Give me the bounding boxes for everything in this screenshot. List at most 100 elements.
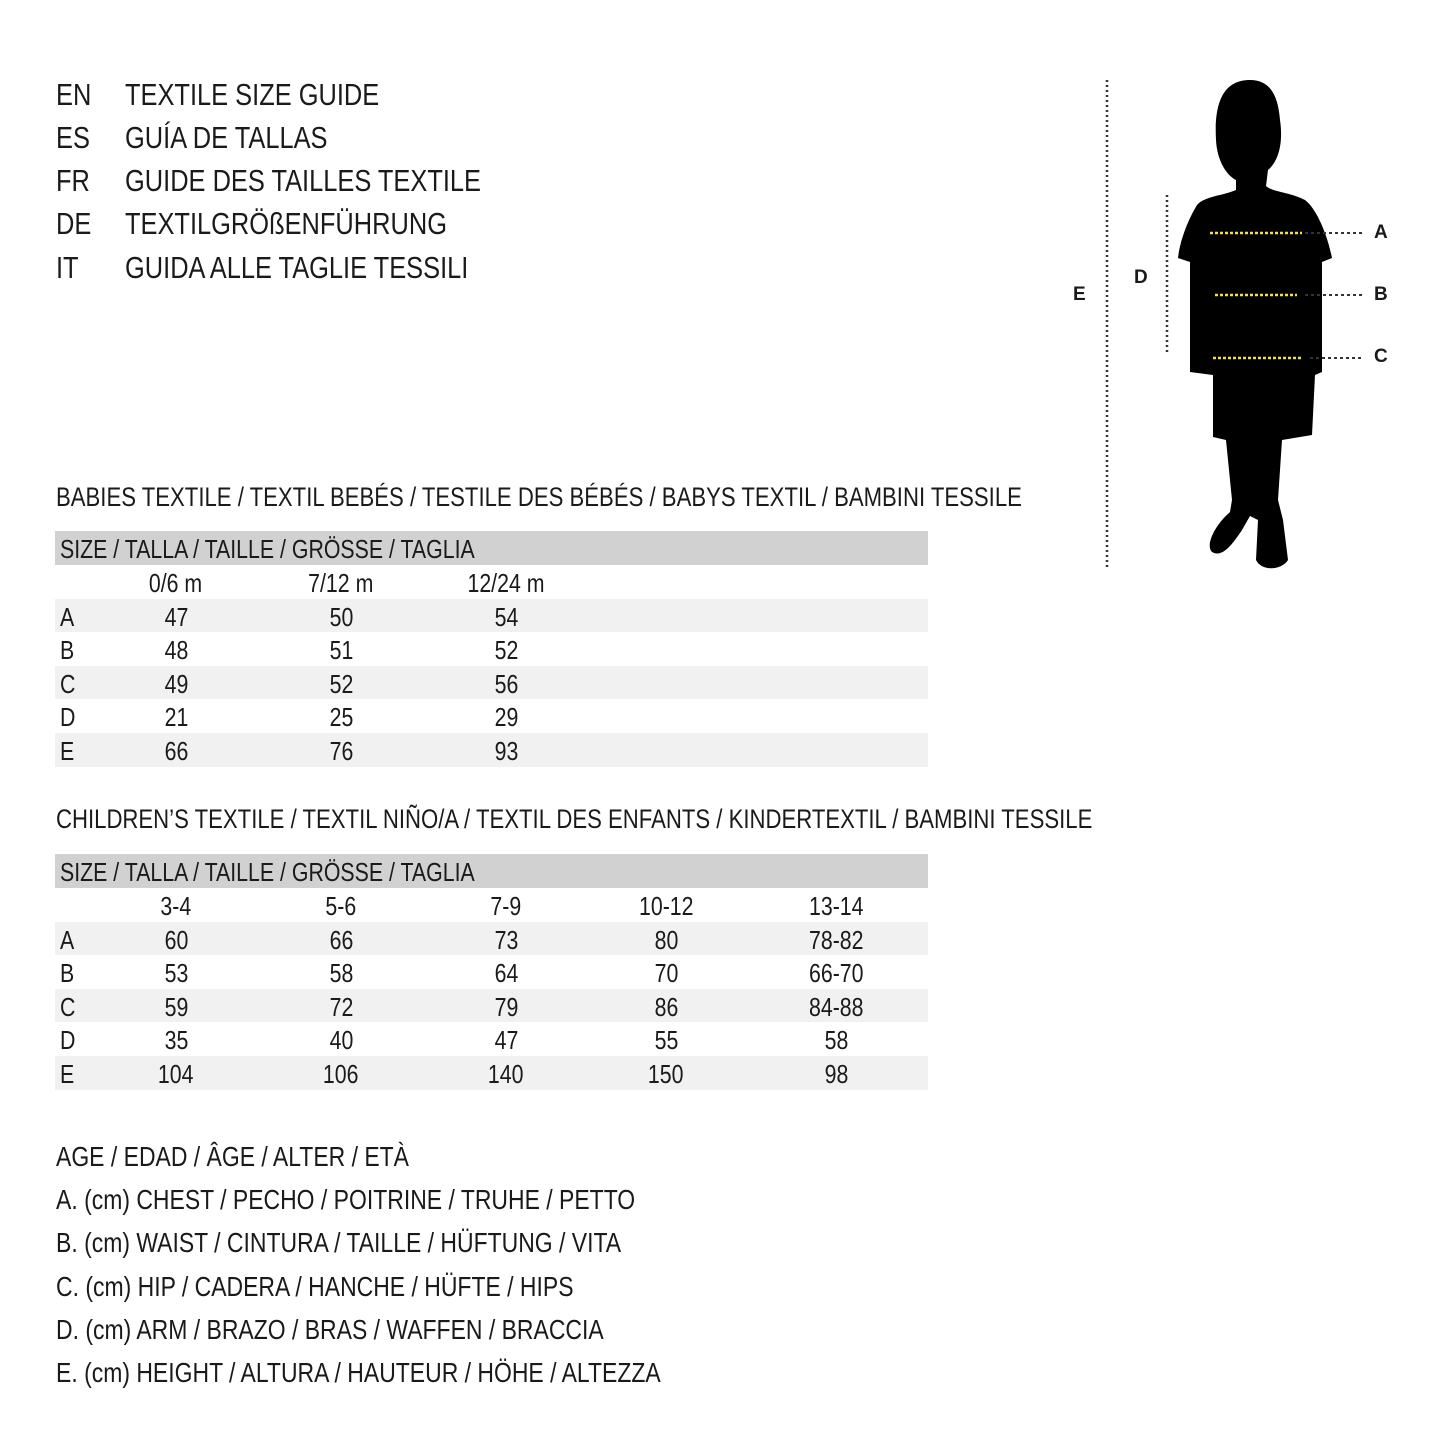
cell-value: 66 (329, 924, 353, 955)
table-cell: 84-88 (776, 989, 896, 1025)
section-title-text: BABIES TEXTILE / TEXTIL BEBÉS / TESTILE … (56, 482, 1022, 512)
row-label: D (60, 1022, 79, 1058)
row-label-text: C (60, 991, 76, 1022)
row-label: B (60, 955, 77, 991)
column-header: 7-9 (446, 888, 566, 924)
row-label: C (60, 989, 79, 1025)
cell-value: 73 (494, 924, 518, 955)
row-label: E (60, 733, 77, 769)
table-cell: 150 (606, 1056, 726, 1092)
legend-text: A. (cm) CHEST / PECHO / POITRINE / TRUHE… (56, 1184, 636, 1215)
row-label: A (60, 922, 77, 958)
table-cell: 78-82 (776, 922, 896, 958)
table-cell: 76 (281, 733, 401, 769)
cell-value: 59 (164, 991, 188, 1022)
table-cell: 55 (606, 1022, 726, 1058)
legend-height: E. (cm) HEIGHT / ALTURA / HAUTEUR / HÖHE… (56, 1355, 793, 1391)
cell-value: 40 (329, 1025, 353, 1056)
cell-value: 51 (329, 635, 353, 666)
row-label: B (60, 632, 77, 668)
cell-value: 25 (329, 702, 353, 733)
cell-value: 49 (164, 668, 188, 699)
row-label-text: B (60, 635, 75, 666)
legend-chest: A. (cm) CHEST / PECHO / POITRINE / TRUHE… (56, 1182, 762, 1218)
cell-value: 70 (654, 958, 678, 989)
table-cell: 64 (446, 955, 566, 991)
table-cell: 21 (116, 699, 236, 735)
table-row: A 60 66 73 80 78-82 (55, 921, 928, 958)
cell-value: 84-88 (808, 991, 864, 1022)
cell-value: 47 (164, 601, 188, 632)
cell-value: 58 (824, 1025, 848, 1056)
column-header: 13-14 (776, 888, 896, 924)
column-header-text: 12/24 m (467, 568, 545, 598)
table-cell: 106 (281, 1056, 401, 1092)
cell-value: 29 (494, 702, 518, 733)
size-header-text: SIZE / TALLA / TAILLE / GRÖSSE / TAGLIA (60, 534, 475, 564)
legend-hip: C. (cm) HIP / CADERA / HANCHE / HÜFTE / … (56, 1269, 687, 1305)
lang-code: EN (56, 77, 92, 112)
column-header-text: 7-9 (490, 891, 522, 921)
table-cell: 29 (446, 699, 566, 735)
table-cell: 52 (446, 632, 566, 668)
column-header: 0/6 m (116, 565, 236, 601)
table-cell: 35 (116, 1022, 236, 1058)
column-header-text: 0/6 m (149, 568, 203, 598)
table-row: D 35 40 47 55 58 (55, 1022, 928, 1056)
legend-text: E. (cm) HEIGHT / ALTURA / HAUTEUR / HÖHE… (56, 1357, 661, 1388)
size-header-text: SIZE / TALLA / TAILLE / GRÖSSE / TAGLIA (60, 857, 475, 887)
row-label-text: B (60, 958, 75, 989)
size-header-bar: SIZE / TALLA / TAILLE / GRÖSSE / TAGLIA (55, 854, 928, 888)
babies-section-title: BABIES TEXTILE / TEXTIL BEBÉS / TESTILE … (56, 480, 1234, 514)
column-header-text: 10-12 (638, 891, 694, 921)
table-cell: 60 (116, 922, 236, 958)
cell-value: 76 (329, 735, 353, 766)
cell-value: 50 (329, 601, 353, 632)
label-b: B (1374, 284, 1388, 305)
table-cell: 98 (776, 1056, 896, 1092)
table-row: A 47 50 54 (55, 598, 928, 633)
title-text: GUIDA ALLE TAGLIE TESSILI (125, 250, 469, 285)
table-cell: 52 (281, 666, 401, 702)
row-label-text: E (60, 735, 75, 766)
cell-value: 106 (323, 1058, 359, 1089)
cell-value: 48 (164, 635, 188, 666)
lang-code: IT (56, 250, 79, 285)
cell-value: 140 (488, 1058, 524, 1089)
column-header: 12/24 m (446, 565, 566, 601)
cell-value: 47 (494, 1025, 518, 1056)
cell-value: 80 (654, 924, 678, 955)
table-cell: 66 (281, 922, 401, 958)
table-cell: 140 (446, 1056, 566, 1092)
babies-size-table: SIZE / TALLA / TAILLE / GRÖSSE / TAGLIA 0… (55, 531, 928, 767)
legend-text: C. (cm) HIP / CADERA / HANCHE / HÜFTE / … (56, 1271, 574, 1302)
cell-value: 35 (164, 1025, 188, 1056)
table-row: E 66 76 93 (55, 732, 928, 769)
size-header-bar: SIZE / TALLA / TAILLE / GRÖSSE / TAGLIA (55, 531, 928, 565)
row-label: D (60, 699, 79, 735)
table-cell: 79 (446, 989, 566, 1025)
legend-text: B. (cm) WAIST / CINTURA / TAILLE / HÜFTU… (56, 1227, 622, 1258)
table-cell: 104 (116, 1056, 236, 1092)
table-cell: 73 (446, 922, 566, 958)
row-label-text: A (60, 601, 75, 632)
table-cell: 25 (281, 699, 401, 735)
cell-value: 66-70 (808, 958, 864, 989)
row-label-text: D (60, 1025, 76, 1056)
column-header: 7/12 m (281, 565, 401, 601)
table-cell: 40 (281, 1022, 401, 1058)
table-row: E 104 106 140 150 98 (55, 1055, 928, 1092)
cell-value: 58 (329, 958, 353, 989)
cell-value: 60 (164, 924, 188, 955)
children-section-title: CHILDREN’S TEXTILE / TEXTIL NIÑO/A / TEX… (56, 802, 1320, 836)
lang-code: FR (56, 163, 90, 198)
cell-value: 79 (494, 991, 518, 1022)
table-cell: 59 (116, 989, 236, 1025)
row-label-text: E (60, 1058, 75, 1089)
table-cell: 80 (606, 922, 726, 958)
column-header: 5-6 (281, 888, 401, 924)
table-cell: 47 (446, 1022, 566, 1058)
table-cell: 51 (281, 632, 401, 668)
column-header-text: 7/12 m (308, 568, 374, 598)
table-cell: 56 (446, 666, 566, 702)
